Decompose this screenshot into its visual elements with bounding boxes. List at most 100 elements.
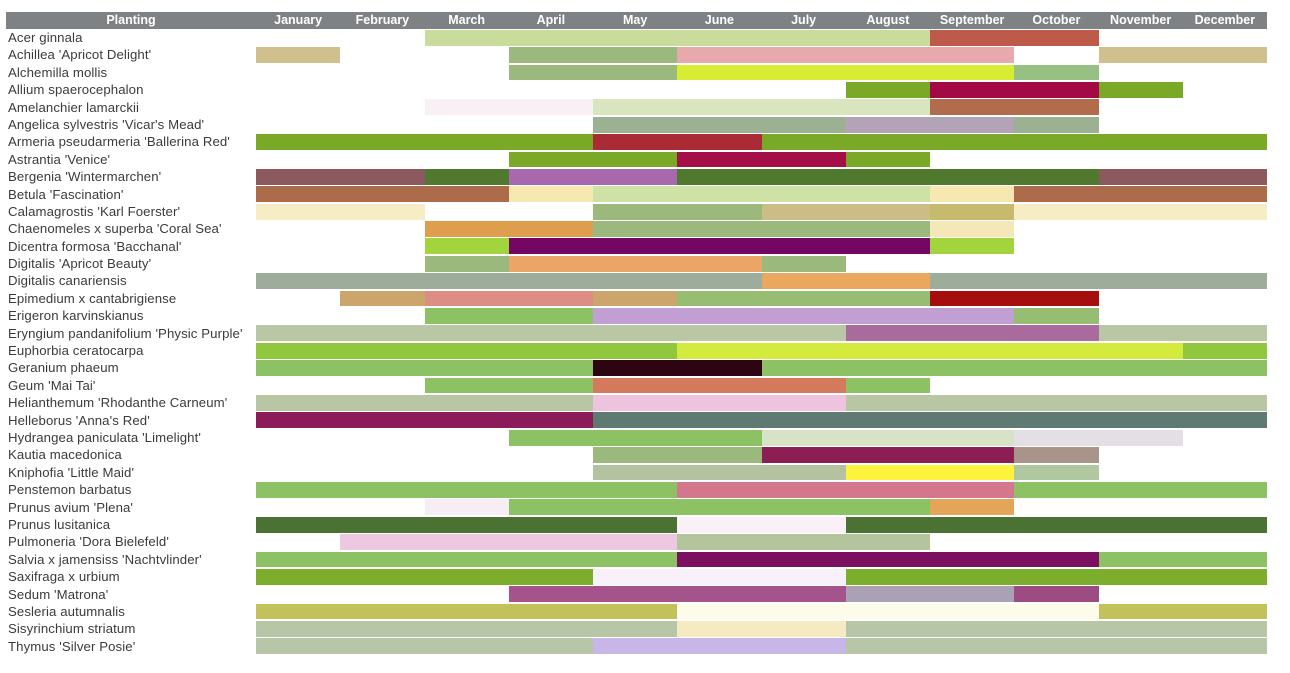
calendar-header: Planting January February March April May Jun… [6,12,1267,29]
month-tract [256,116,1267,133]
month-tract [256,533,1267,550]
season-bar [508,586,846,603]
season-bar [593,412,1267,429]
month-tract [256,238,1267,255]
month-tract [256,203,1267,220]
season-bar [845,586,1015,603]
month-header-july: July [791,13,817,27]
plant-name-label: Eryngium pandanifolium 'Physic Purple' [8,325,243,341]
plant-row: Amelanchier lamarckii [6,99,1267,116]
season-bar [930,290,1099,307]
month-tract [256,99,1267,116]
season-bar [845,81,930,98]
month-tract [256,133,1267,150]
plant-name-label: Penstemon barbatus [8,482,132,498]
season-bar [845,568,1267,585]
plant-name-label: Sedum 'Matrona' [8,586,109,602]
season-bar [845,621,1267,637]
plant-row: Euphorbia ceratocarpa [6,342,1267,359]
month-header-january: January [274,13,323,27]
season-bar [761,134,1267,150]
month-tract [256,394,1267,411]
season-bar [593,116,846,133]
month-tract [256,255,1267,272]
season-bar [677,551,1099,568]
month-header-february: February [355,13,410,27]
season-bar [340,290,425,307]
season-bar [256,516,678,533]
plant-row: Allium spaerocephalon [6,81,1267,98]
month-tract [256,81,1267,98]
plant-row: Prunus lusitanica [6,516,1267,533]
month-tract [256,290,1267,307]
season-bar [256,325,846,342]
season-bar [593,203,762,220]
month-tract [256,516,1267,533]
season-bar [1098,168,1267,185]
plant-name-label: Pulmoneria 'Dora Bielefeld' [8,534,169,550]
season-bar [761,429,1015,446]
season-bar [593,99,930,116]
season-bar [677,534,930,550]
month-tract [256,325,1267,342]
month-header-march: March [448,13,486,27]
season-bar [508,238,930,255]
season-bar [845,116,1015,133]
season-bar [256,273,762,290]
season-bar [930,81,1099,98]
season-bar [424,168,509,185]
season-bar [256,621,678,637]
plant-rows: Acer ginnala Achillea 'Apricot Delight' Al… [6,29,1267,655]
month-header-april: April [536,13,566,27]
plant-row: Sisyrinchium striatum [6,620,1267,637]
season-bar [256,360,593,377]
month-header-september: September [939,13,1005,27]
season-bar [593,308,1015,324]
plant-name-label: Geranium phaeum [8,360,119,376]
season-bar [593,221,930,237]
month-tract [256,186,1267,203]
season-bar [1014,447,1099,463]
plant-row: Achillea 'Apricot Delight' [6,46,1267,63]
plant-name-label: Saxifraga x urbium [8,569,120,585]
season-bar [930,186,1015,203]
season-bar [424,308,593,324]
season-bar [256,168,425,185]
season-bar [1014,586,1099,603]
plant-name-label: Sesleria autumnalis [8,603,125,619]
season-bar [677,168,1099,185]
season-bar [1098,81,1183,98]
plant-name-label: Amelanchier lamarckii [8,99,140,115]
plant-name-label: Salvia x jamensiss 'Nachtvlinder' [8,551,202,567]
plant-row: Hydrangea paniculata 'Limelight' [6,429,1267,446]
season-bar [677,621,846,637]
plant-row: Geum 'Mai Tai' [6,377,1267,394]
month-header-may: May [622,13,648,27]
season-bar [845,638,1267,655]
season-bar [593,186,930,203]
season-bar [424,290,593,307]
season-bar [677,481,1015,498]
season-bar [593,568,846,585]
season-bar [593,134,762,150]
season-bar [1014,64,1099,81]
plant-row: Geranium phaeum [6,359,1267,377]
season-bar [508,186,593,203]
season-bar [593,447,762,463]
season-bar [1098,47,1267,63]
month-tract [256,412,1267,429]
plant-row: Calamagrostis 'Karl Foerster' [6,203,1267,220]
plant-row: Acer ginnala [6,29,1267,46]
season-bar [930,273,1267,290]
season-bar [508,47,678,63]
season-bar [930,238,1015,255]
plant-name-label: Achillea 'Apricot Delight' [8,47,152,63]
plant-row: Erigeron karvinskianus [6,307,1267,324]
season-bar [424,221,593,237]
month-tract [256,638,1267,655]
season-bar [930,29,1099,46]
season-bar [845,516,1267,533]
season-bar [256,47,341,63]
planting-calendar: Planting January February March April May Jun… [6,12,1267,655]
season-bar [1014,116,1099,133]
